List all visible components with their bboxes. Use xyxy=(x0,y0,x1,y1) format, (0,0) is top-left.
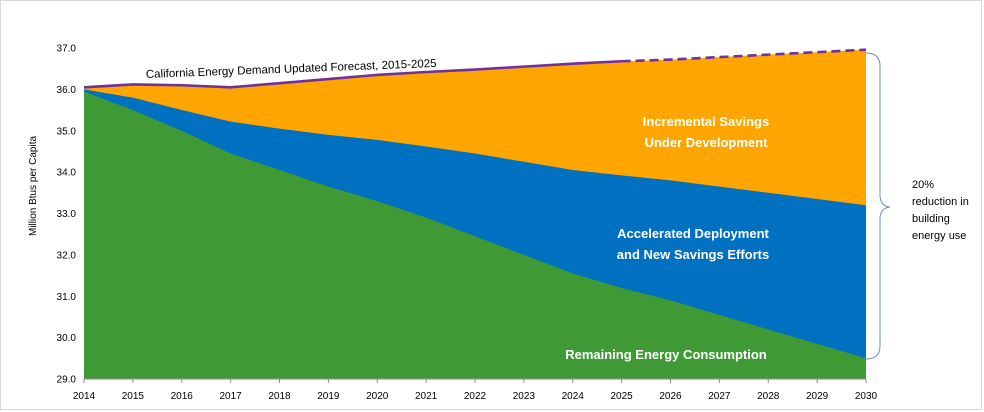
annotation-line3: building xyxy=(912,213,950,225)
reduction-brace xyxy=(865,52,891,360)
area-remaining-energy-consumption xyxy=(84,91,866,379)
forecast-line-dashed xyxy=(621,48,867,63)
remaining-consumption-label: Remaining Energy Consumption xyxy=(565,347,767,362)
y-tick-label: 31.0 xyxy=(57,292,77,303)
x-tick-label: 2024 xyxy=(562,391,585,402)
annotation-line4: energy use xyxy=(912,230,966,242)
y-axis-label: Million Btus per Capita xyxy=(28,136,39,236)
x-tick-label: 2030 xyxy=(855,391,878,402)
y-tick-label: 29.0 xyxy=(57,375,77,386)
y-tick-label: 35.0 xyxy=(57,126,77,137)
x-tick-label: 2029 xyxy=(806,391,829,402)
y-tick-label: 37.0 xyxy=(57,44,77,55)
annotation-line2: reduction in xyxy=(912,196,969,208)
y-tick-label: 32.0 xyxy=(57,250,77,261)
x-tick-label: 2015 xyxy=(122,391,145,402)
x-tick-label: 2021 xyxy=(415,391,438,402)
x-tick-label: 2018 xyxy=(268,391,291,402)
annotation-line1: 20% xyxy=(912,179,934,191)
accelerated-deployment-label-line2: and New Savings Efforts xyxy=(617,247,769,262)
incremental-savings-label-line2: Under Development xyxy=(645,135,768,150)
accelerated-deployment-label-line1: Accelerated Deployment xyxy=(617,226,769,241)
y-tick-label: 30.0 xyxy=(57,333,77,344)
x-tick-label: 2020 xyxy=(366,391,389,402)
forecast-line-solid xyxy=(83,59,622,89)
y-tick-label: 36.0 xyxy=(57,85,77,96)
area-layers xyxy=(84,49,866,380)
x-tick-label: 2017 xyxy=(220,391,243,402)
x-tick-label: 2028 xyxy=(757,391,780,402)
axes: 29.0 30.0 31.0 32.0 33.0 34.0 35.0 36.0 37.0 2014… xyxy=(57,44,878,403)
x-tick-label: 2019 xyxy=(317,391,340,402)
x-tick-label: 2014 xyxy=(73,391,96,402)
forecast-line-group xyxy=(83,48,867,89)
x-tick-label: 2022 xyxy=(464,391,487,402)
x-tick-label: 2016 xyxy=(171,391,194,402)
x-tick-label: 2023 xyxy=(513,391,536,402)
x-tick-label: 2027 xyxy=(708,391,731,402)
y-tick-label: 33.0 xyxy=(57,209,77,220)
x-tick-label: 2026 xyxy=(659,391,682,402)
incremental-savings-label-line1: Incremental Savings xyxy=(643,114,769,129)
x-tick-label: 2025 xyxy=(611,391,634,402)
y-tick-label: 34.0 xyxy=(57,168,77,179)
